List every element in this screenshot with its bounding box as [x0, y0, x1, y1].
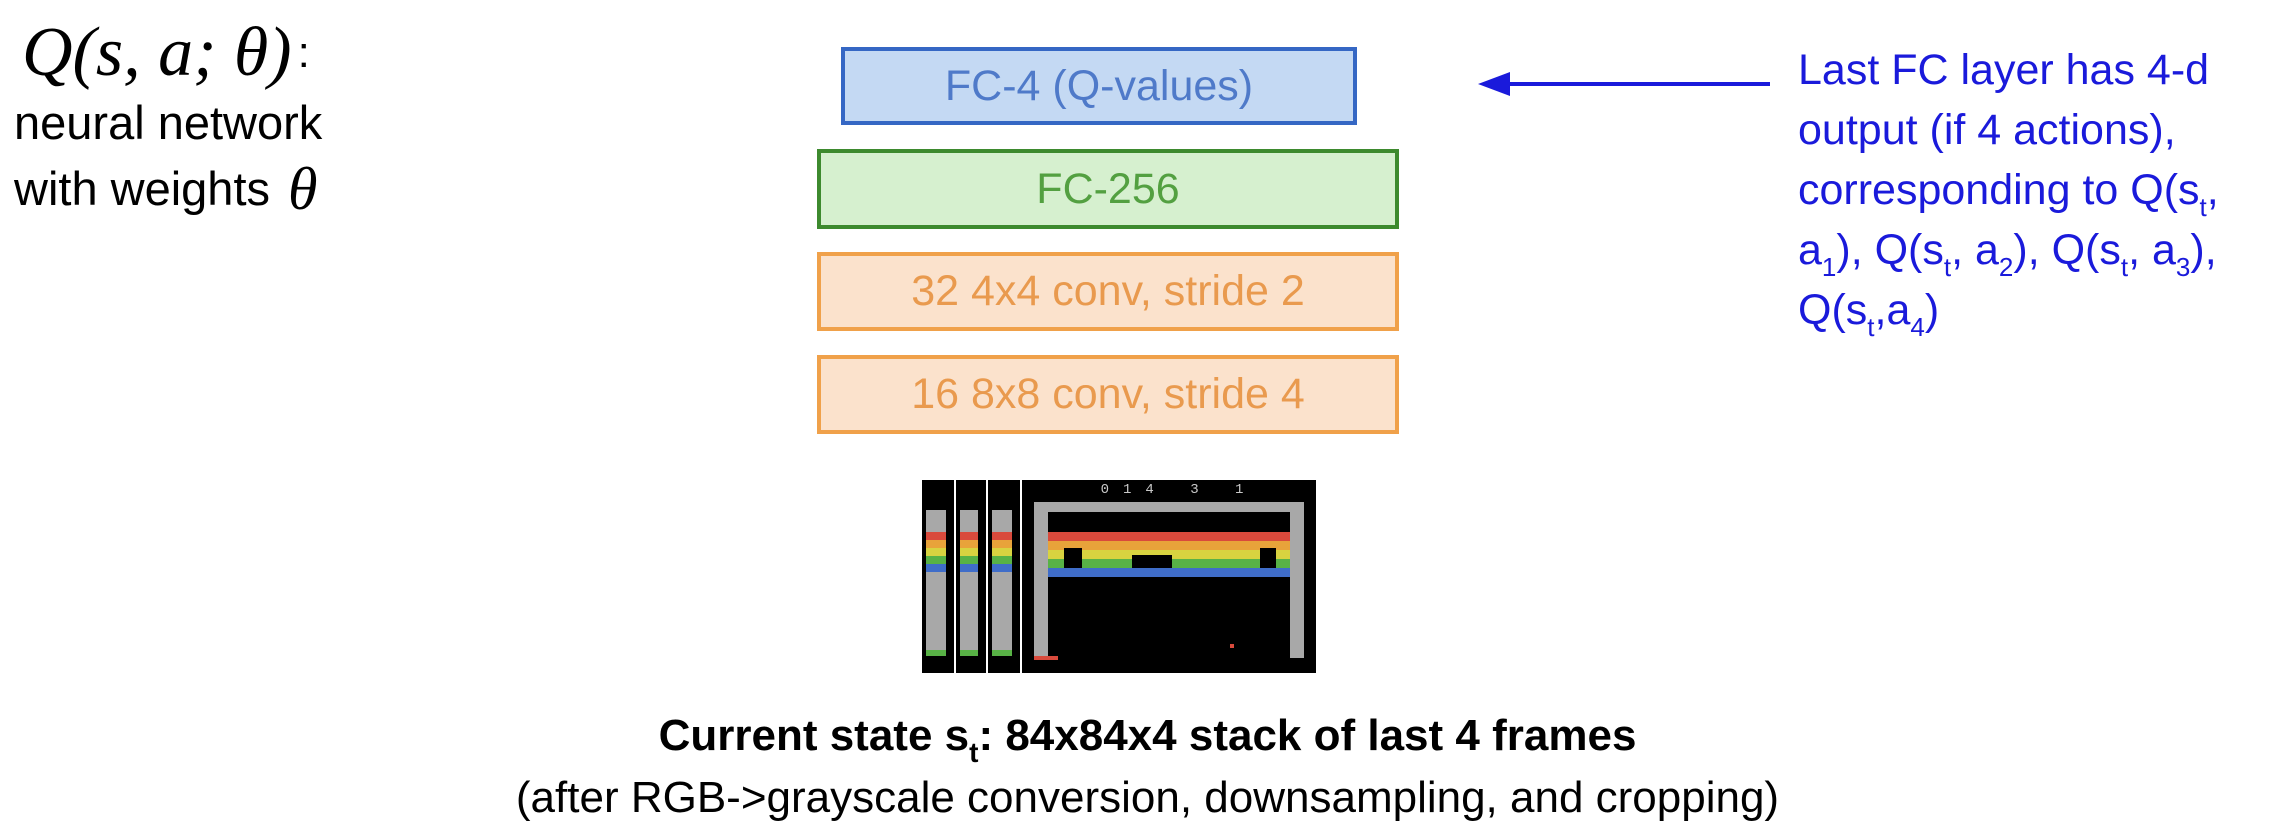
- layer-fc256: FC-256: [817, 149, 1399, 229]
- annotation-line2: output (if 4 actions),: [1798, 106, 2176, 154]
- annotation-text: ), Q(s: [1836, 226, 1944, 274]
- game-frame-2: [954, 480, 986, 673]
- state-caption-detail: (after RGB->grayscale conversion, downsa…: [515, 773, 1780, 822]
- brick-row: [1048, 541, 1290, 550]
- subscript: t: [1943, 252, 1952, 282]
- annotation-text: , a: [1951, 226, 1999, 274]
- layer-label: 16 8x8 conv, stride 4: [911, 370, 1305, 418]
- brick-gap: [1064, 548, 1082, 568]
- state-caption: Current state st: 84x84x4 stack of last …: [0, 708, 2295, 767]
- subscript: 4: [1910, 312, 1925, 342]
- brick-gap: [1260, 548, 1276, 568]
- q-function-formula: Q(s, a; θ):: [22, 8, 310, 98]
- brick-row: [1048, 532, 1290, 541]
- paddle: [1034, 656, 1058, 660]
- subscript: 2: [1998, 252, 2014, 282]
- ball: [1230, 644, 1234, 648]
- annotation-text: a: [1798, 226, 1822, 274]
- caption-text: Current state s: [658, 711, 970, 760]
- annotation-line5: Q(st,a4): [1798, 280, 2278, 340]
- annotation-text: , a: [2128, 226, 2176, 274]
- layer-conv-16-8x8: 16 8x8 conv, stride 4: [817, 355, 1399, 434]
- right-wall: [1290, 502, 1304, 658]
- annotation-text: ,a: [1874, 286, 1911, 334]
- annotation-text: ), Q(s: [2013, 226, 2121, 274]
- subscript: t: [2199, 192, 2207, 222]
- annotation-line1: Last FC layer has 4-d: [1798, 46, 2210, 94]
- game-frame-3: [986, 480, 1020, 673]
- layer-conv-32-4x4: 32 4x4 conv, stride 2: [817, 252, 1399, 331]
- layer-label: FC-4 (Q-values): [944, 61, 1254, 110]
- annotation-text: corresponding to Q(s: [1798, 166, 2200, 214]
- brick-row: [1048, 568, 1290, 577]
- layer-fc4-q-values: FC-4 (Q-values): [841, 47, 1357, 125]
- formula-description-line2: with weights θ: [14, 159, 317, 219]
- annotation-text: ),: [2190, 226, 2217, 274]
- annotation-text: ): [1924, 286, 1940, 334]
- arrow-icon: [1478, 72, 1770, 96]
- game-frame-1: [920, 480, 954, 673]
- annotation-text: Q(s: [1798, 286, 1868, 334]
- score-readout: 014 3 1: [1100, 482, 1258, 498]
- game-frame-current: 014 3 1: [1020, 480, 1316, 673]
- caption-text: : 84x84x4 stack of last 4 frames: [978, 711, 1637, 760]
- annotation-line3: corresponding to Q(st,: [1798, 160, 2278, 220]
- q-expression: Q(s, a; θ): [22, 14, 292, 91]
- subscript: t: [1867, 312, 1875, 342]
- caption-subscript: t: [969, 737, 979, 768]
- layer-label: FC-256: [1036, 164, 1180, 213]
- layer-label: 32 4x4 conv, stride 2: [911, 267, 1305, 315]
- subscript: 1: [1821, 252, 1837, 282]
- weights-text: with weights: [14, 162, 270, 215]
- subscript: t: [2120, 252, 2129, 282]
- brick-row: [1048, 550, 1290, 559]
- output-annotation: Last FC layer has 4-d output (if 4 actio…: [1798, 40, 2278, 340]
- top-wall: [1034, 502, 1304, 512]
- formula-colon: :: [297, 28, 310, 77]
- brick-gap: [1132, 555, 1172, 568]
- annotation-line4: a1), Q(st, a2), Q(st, a3),: [1798, 220, 2278, 280]
- theta-symbol: θ: [288, 156, 318, 222]
- subscript: 3: [2175, 252, 2191, 282]
- left-wall: [1034, 502, 1048, 658]
- formula-description-line1: neural network: [14, 96, 323, 149]
- annotation-text: ,: [2206, 166, 2219, 214]
